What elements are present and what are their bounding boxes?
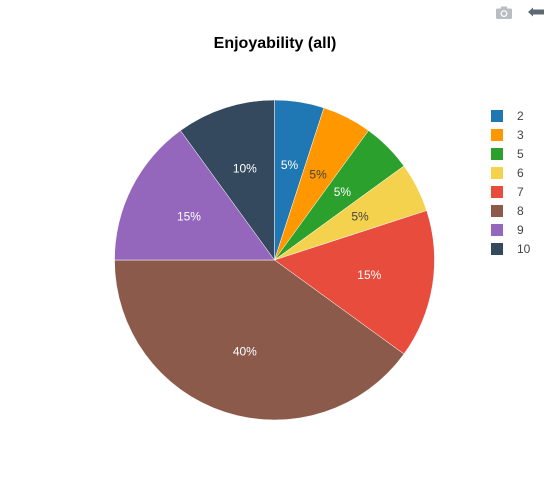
slice-label-2: 5%	[281, 158, 299, 172]
legend-label: 7	[517, 184, 524, 199]
legend-item-3[interactable]: 3	[491, 125, 530, 144]
camera-icon	[496, 6, 512, 19]
slice-label-7: 15%	[357, 268, 381, 282]
slice-label-5: 5%	[334, 185, 352, 199]
legend-label: 2	[517, 108, 524, 123]
legend-swatch	[491, 242, 503, 255]
legend-swatch	[491, 185, 503, 198]
legend-label: 8	[517, 203, 524, 218]
legend-swatch	[491, 147, 503, 160]
legend-item-5[interactable]: 5	[491, 144, 530, 163]
slice-label-6: 5%	[351, 209, 369, 223]
legend-swatch	[491, 128, 503, 141]
legend-item-10[interactable]: 10	[491, 239, 530, 258]
legend-label: 5	[517, 146, 524, 161]
pie-slice-9[interactable]	[114, 130, 275, 261]
legend-label: 10	[517, 241, 531, 256]
slice-label-3: 5%	[309, 167, 327, 181]
legend-item-9[interactable]: 9	[491, 220, 530, 239]
back-button[interactable]	[526, 4, 546, 20]
legend-item-2[interactable]: 2	[491, 106, 530, 125]
pie-slice-10[interactable]	[180, 99, 275, 261]
legend-swatch	[491, 204, 503, 217]
pie-slice-7[interactable]	[273, 210, 435, 355]
back-arrow-icon	[528, 7, 544, 17]
legend-label: 3	[517, 127, 524, 142]
legend-swatch	[491, 166, 503, 179]
slice-label-10: 10%	[233, 162, 257, 176]
legend: 2 3 5 6 7 8 9 10	[491, 106, 530, 258]
legend-item-8[interactable]: 8	[491, 201, 530, 220]
slice-label-9: 15%	[177, 209, 201, 223]
pie-slice-8[interactable]	[114, 259, 405, 421]
legend-swatch	[491, 223, 503, 236]
legend-item-7[interactable]: 7	[491, 182, 530, 201]
chart-title: Enjoyability (all)	[213, 35, 337, 52]
modebar	[494, 4, 546, 20]
download-png-button[interactable]	[494, 4, 514, 20]
legend-label: 9	[517, 222, 524, 237]
legend-item-6[interactable]: 6	[491, 163, 530, 182]
slice-label-8: 40%	[233, 344, 257, 358]
legend-swatch	[491, 109, 503, 122]
legend-label: 6	[517, 165, 524, 180]
